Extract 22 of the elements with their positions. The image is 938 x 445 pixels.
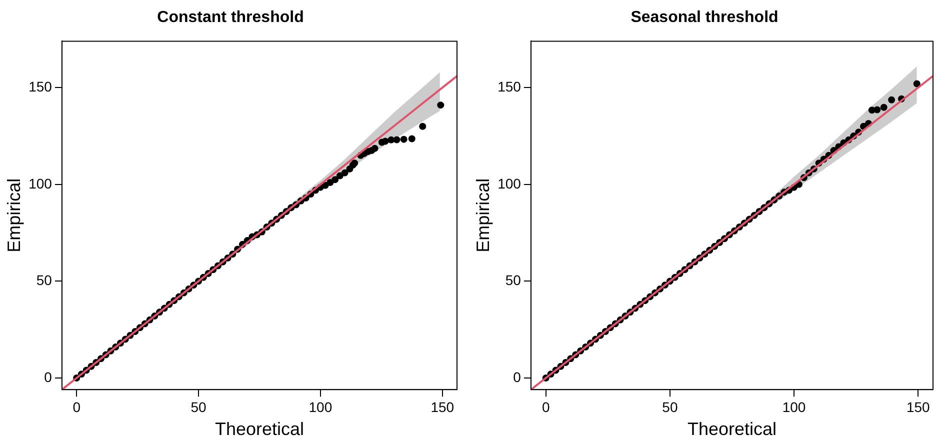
- y-tick-label: 100: [498, 175, 522, 192]
- y-tick-label: 100: [28, 175, 52, 192]
- x-tick-label: 50: [662, 398, 678, 415]
- x-tick-label: 0: [542, 398, 550, 415]
- x-tick-label: 50: [190, 398, 207, 415]
- y-axis-title: Empirical: [472, 178, 493, 252]
- y-tick-label: 0: [44, 368, 52, 385]
- y-tick-label: 50: [36, 272, 52, 288]
- x-tick-label: 150: [906, 398, 930, 415]
- x-axis-title: Theoretical: [214, 419, 304, 440]
- y-tick-label: 0: [513, 368, 522, 385]
- chart-title: Seasonal threshold: [630, 9, 778, 26]
- y-axis-title: Empirical: [4, 178, 24, 252]
- x-tick-label: 0: [72, 398, 81, 415]
- x-tick-label: 100: [782, 398, 806, 415]
- x-axis-title: Theoretical: [687, 419, 777, 440]
- y-tick-label: 150: [498, 78, 522, 95]
- y-tick-label: 150: [28, 78, 52, 95]
- chart-title: Constant threshold: [157, 9, 304, 26]
- x-tick-label: 150: [430, 398, 454, 415]
- y-tick-label: 50: [505, 272, 522, 288]
- x-tick-label: 100: [308, 398, 332, 415]
